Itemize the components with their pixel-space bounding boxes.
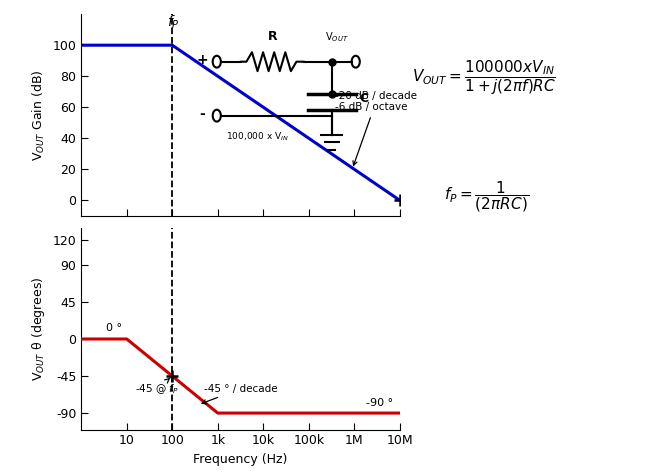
Text: -90 °: -90 °: [366, 398, 393, 408]
Text: $f_P = \dfrac{1}{(2\pi RC)}$: $f_P = \dfrac{1}{(2\pi RC)}$: [444, 179, 529, 214]
Text: $f_P$: $f_P$: [167, 14, 179, 31]
Y-axis label: V$_{OUT}$ Gain (dB): V$_{OUT}$ Gain (dB): [31, 69, 47, 161]
Text: -45 ° / decade: -45 ° / decade: [202, 384, 278, 404]
Text: 0 °: 0 °: [106, 323, 122, 333]
Text: -45 @ $f_P$: -45 @ $f_P$: [135, 378, 179, 396]
X-axis label: Frequency (Hz): Frequency (Hz): [193, 453, 288, 466]
Text: -20 dB / decade
-6 dB / octave: -20 dB / decade -6 dB / octave: [335, 91, 417, 165]
Text: V$_{OUT}$: V$_{OUT}$: [326, 30, 349, 44]
Text: 100,000 x V$_{IN}$: 100,000 x V$_{IN}$: [226, 131, 289, 143]
Text: -: -: [199, 107, 205, 121]
Text: $V_{OUT} = \dfrac{100000xV_{IN}}{1 + j(2\pi f)RC}$: $V_{OUT} = \dfrac{100000xV_{IN}}{1 + j(2…: [412, 59, 556, 97]
Text: R: R: [268, 30, 277, 43]
Y-axis label: V$_{OUT}$ θ (degrees): V$_{OUT}$ θ (degrees): [30, 277, 47, 381]
Text: C: C: [359, 92, 369, 105]
Text: +: +: [196, 53, 208, 67]
